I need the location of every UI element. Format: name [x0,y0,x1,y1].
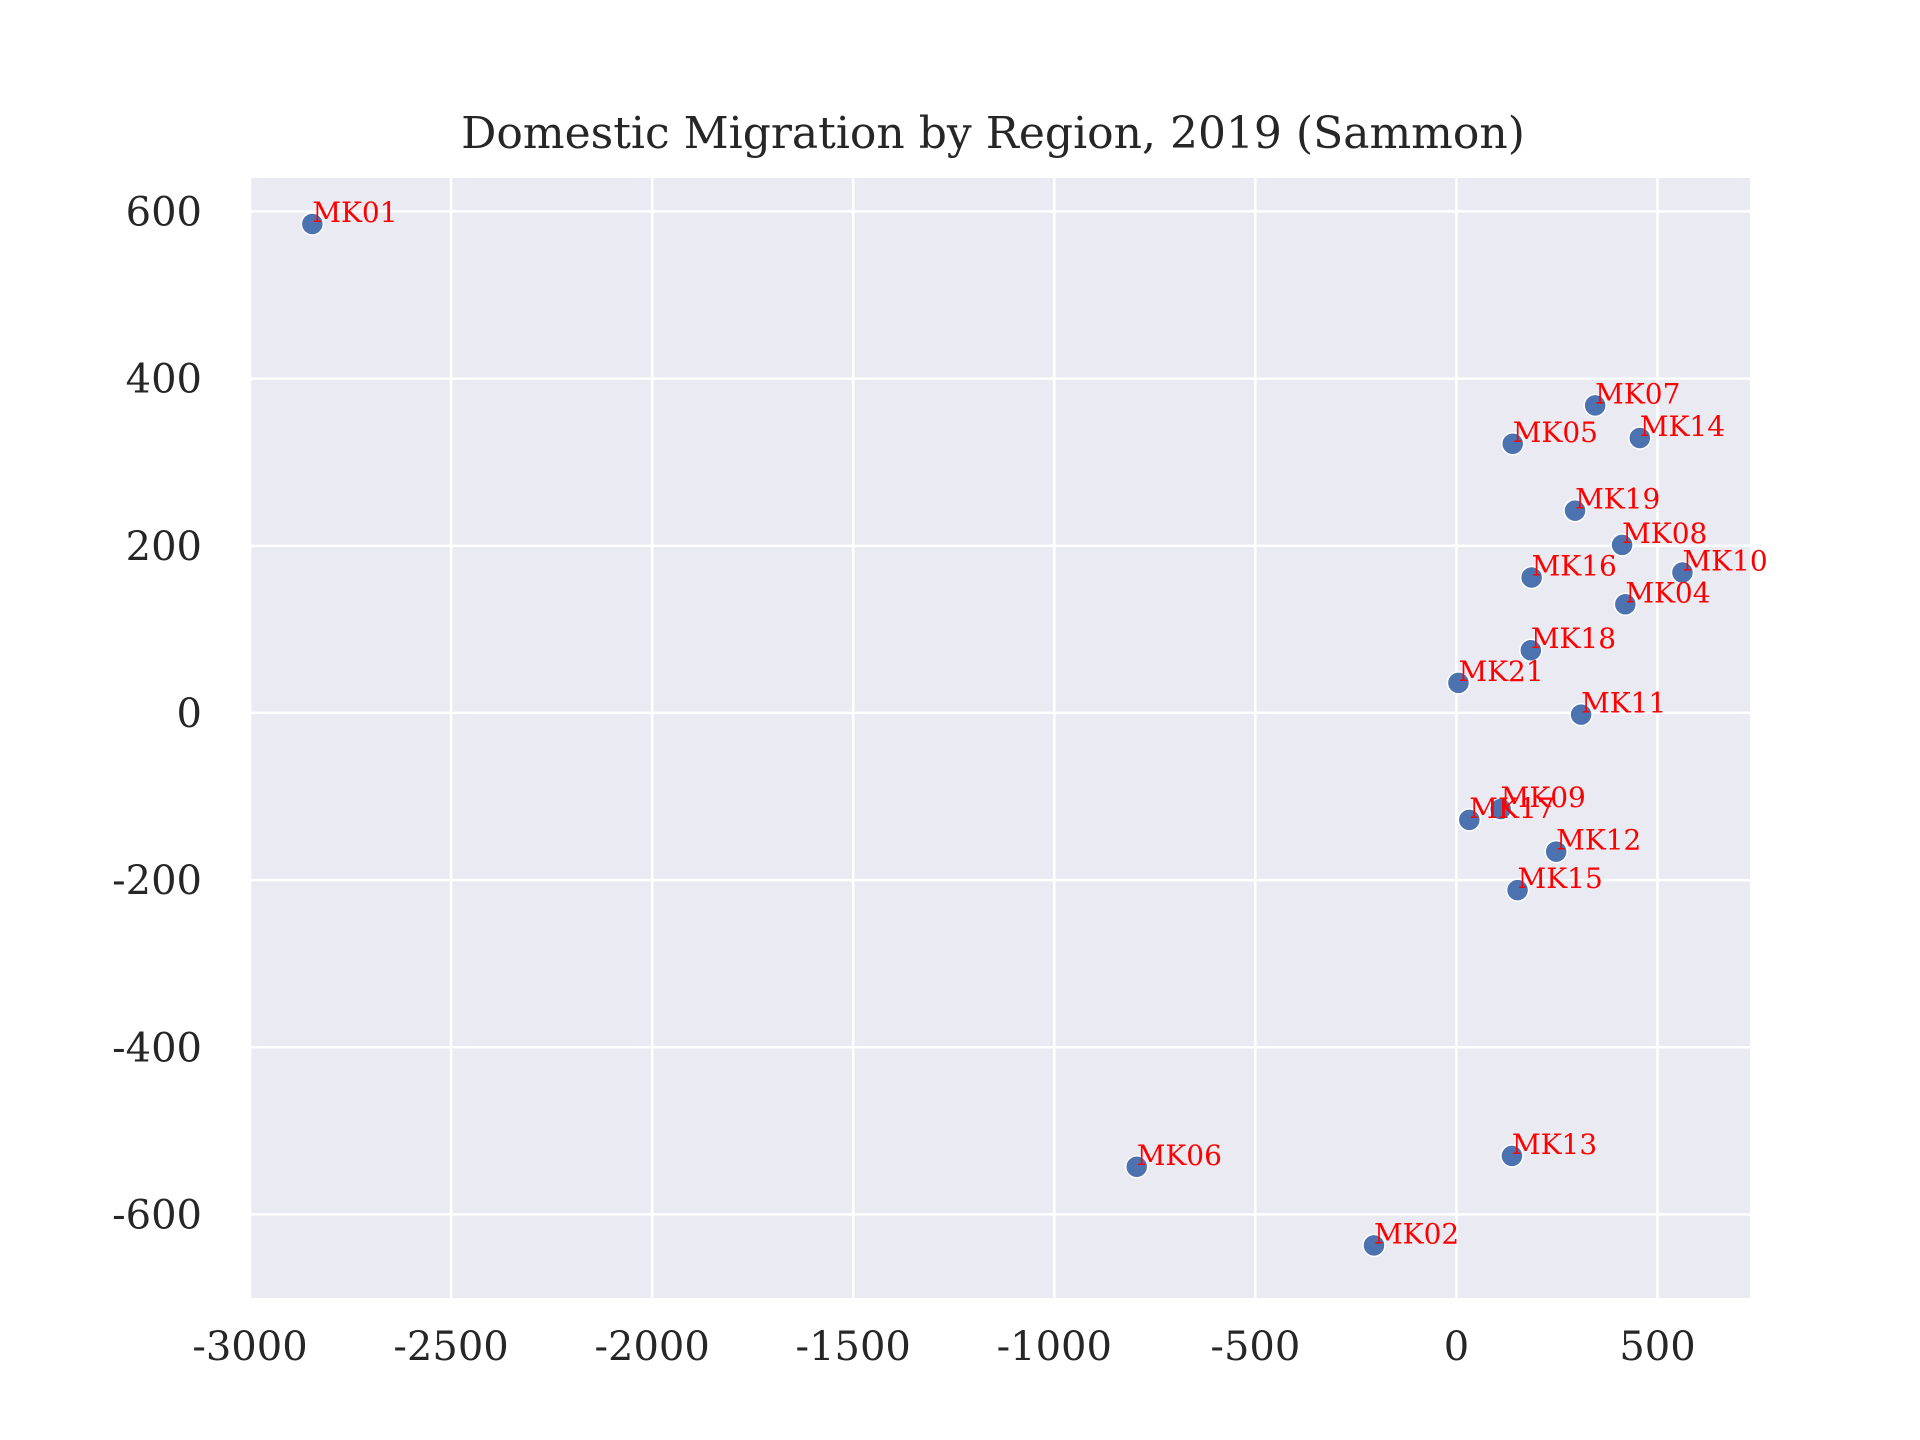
x-tick-label: -2000 [594,1324,709,1370]
data-point [1457,808,1482,832]
y-axis: -600 -400 -200 0 200 400 600 [112,189,202,1238]
y-tick-label: 200 [126,524,202,570]
x-tick-label: 0 [1444,1324,1469,1370]
data-point [1124,1155,1149,1179]
y-tick-label: 400 [126,357,202,403]
point-label: MK12 [1556,824,1641,857]
point-labels: MK01 MK02 MK04 MK05 MK06 MK07 MK08 MK09 MK10 MK11… [312,196,1767,1250]
x-tick-label: -1000 [997,1324,1112,1370]
data-point [1670,560,1695,585]
x-tick-label: -2500 [393,1324,508,1370]
point-label: MK09 [1501,781,1586,814]
y-tick-label: 0 [177,691,202,737]
point-label: MK10 [1682,545,1767,578]
grid [248,178,1750,1298]
data-point [1544,839,1568,864]
data-point [1362,1233,1386,1258]
plot-area [250,178,1750,1298]
point-label: MK19 [1575,483,1660,516]
point-label: MK21 [1458,655,1543,688]
point-label: MK11 [1581,687,1666,720]
point-label: MK15 [1518,862,1603,895]
data-point [300,212,325,236]
data-point [1563,498,1587,523]
point-label: MK06 [1137,1139,1222,1172]
point-label: MK07 [1595,377,1680,410]
chart-title: Domestic Migration by Region, 2019 (Samm… [461,108,1525,159]
x-tick-label: 500 [1619,1324,1695,1370]
y-tick-label: -600 [112,1192,202,1238]
point-label: MK17 [1469,792,1554,825]
data-point [1500,1144,1524,1168]
data-point [1569,702,1593,727]
point-label: MK16 [1532,550,1617,583]
x-tick-label: -3000 [192,1324,307,1370]
point-label: MK18 [1531,622,1616,655]
data-point [1519,565,1544,590]
data-point [1488,797,1513,821]
data-point [1610,533,1634,557]
data-point [1613,592,1638,617]
data-point [1583,393,1607,418]
y-tick-label: -400 [112,1025,202,1071]
data-point [1500,432,1525,456]
data-points [300,212,1695,1258]
point-label: MK14 [1640,410,1725,443]
x-tick-label: -1500 [796,1324,911,1370]
point-label: MK02 [1374,1217,1459,1250]
data-point [1519,638,1543,662]
x-axis: -3000 -2500 -2000 -1500 -1000 -500 0 500 [192,1324,1695,1370]
data-point [1505,878,1530,902]
point-label: MK04 [1625,576,1710,609]
point-label: MK13 [1512,1128,1597,1161]
data-point [1446,671,1471,695]
data-point [1628,426,1652,450]
point-label: MK08 [1622,517,1707,550]
point-label: MK01 [312,196,397,229]
x-tick-label: -500 [1210,1324,1300,1370]
y-tick-label: -200 [112,858,202,904]
point-label: MK05 [1513,416,1598,449]
y-tick-label: 600 [126,189,202,235]
